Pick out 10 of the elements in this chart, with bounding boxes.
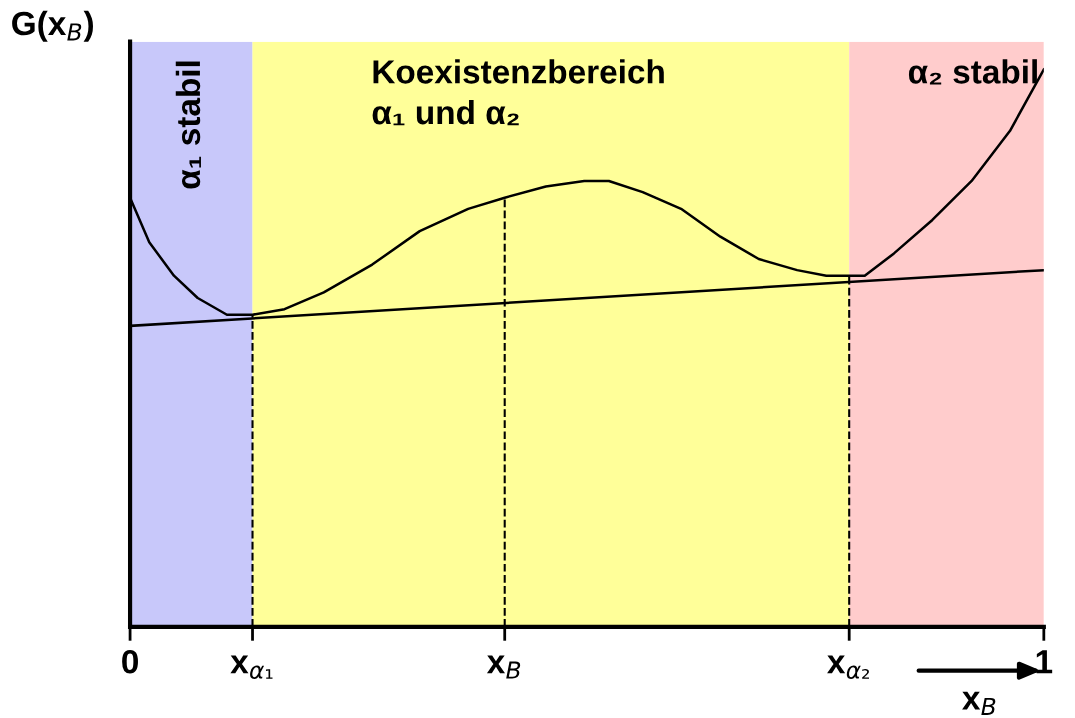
x-tick-label: 1 — [1036, 650, 1053, 674]
x-tick-label: x$_{B}$ — [486, 655, 521, 679]
band-label: Koexistenzbereich α₁ und α₂ — [372, 59, 664, 126]
x-tick-label: x$_{α₁}$ — [230, 655, 273, 679]
x-axis-title: x$_{B}$ — [962, 691, 996, 715]
band-label: α₂ stabil — [908, 59, 1037, 85]
x-tick-label: x$_{α₂}$ — [827, 655, 869, 679]
x-tick-label: 0 — [122, 649, 138, 674]
y-axis-title: G(x$_{B}$) — [12, 10, 93, 42]
band-label: α₁ stabil — [175, 61, 201, 189]
